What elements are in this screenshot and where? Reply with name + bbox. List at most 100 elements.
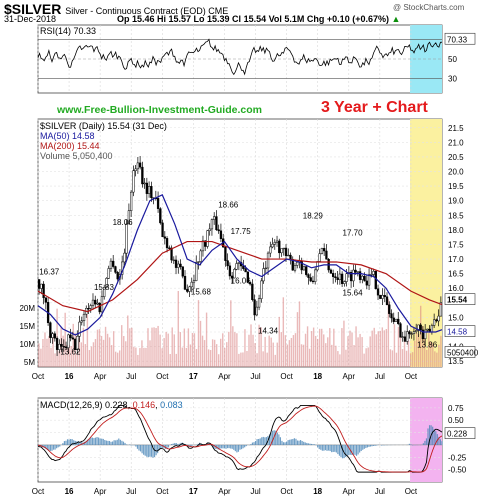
- volume-bar: [252, 334, 254, 367]
- candle-up: [352, 269, 355, 282]
- candle-up: [199, 250, 202, 262]
- volume-bar: [246, 350, 248, 367]
- candle-down: [399, 323, 402, 338]
- candle-down: [305, 266, 308, 275]
- candle-up: [103, 286, 106, 297]
- candle-down: [349, 272, 353, 282]
- macd-histogram-bar: [149, 444, 151, 457]
- volume-bar: [424, 336, 426, 367]
- volume-bar: [321, 328, 323, 367]
- macd-histogram-bar: [373, 444, 375, 446]
- volume-bar: [333, 328, 335, 367]
- candle-down: [94, 299, 97, 305]
- volume-bar: [112, 331, 115, 367]
- volume-bar: [377, 331, 379, 367]
- volume-bar: [288, 340, 291, 367]
- macd-histogram-bar: [121, 440, 123, 445]
- macd-histogram-bar: [73, 440, 75, 445]
- rsi-last-value-box: [444, 32, 476, 45]
- macd-histogram-bar: [329, 444, 331, 452]
- x-tick-label: Jul: [250, 372, 260, 381]
- candle-up: [280, 248, 283, 254]
- macd-histogram-bar: [191, 444, 193, 447]
- macd-histogram-bar: [435, 431, 437, 445]
- macd-histogram-bar: [171, 444, 173, 445]
- price-y-tick-label: 17.0: [448, 255, 464, 264]
- macd-histogram-bar: [77, 441, 79, 445]
- volume-bar: [357, 337, 359, 367]
- macd-histogram-bar: [432, 426, 434, 445]
- macd-histogram-bar: [228, 444, 230, 449]
- candle-up: [91, 299, 95, 306]
- volume-bar: [432, 343, 434, 367]
- x-tick-label: Jul: [375, 487, 385, 496]
- candle-down: [385, 296, 389, 306]
- candle-up: [271, 243, 274, 248]
- macd-histogram-bar: [312, 444, 314, 445]
- volume-bar: [183, 328, 186, 367]
- macd-histogram-bar: [167, 444, 170, 448]
- macd-line: [37, 404, 443, 473]
- x-tick-label: Jul: [375, 372, 385, 381]
- volume-bar: [153, 327, 155, 367]
- volume-bar: [191, 332, 194, 367]
- volume-bar: [286, 344, 289, 367]
- macd-histogram-bar: [138, 444, 140, 451]
- volume-bar: [262, 351, 264, 367]
- volume-bar: [139, 348, 141, 367]
- volume-bar: [114, 351, 117, 367]
- rsi-panel: [37, 38, 443, 79]
- volume-bar: [339, 354, 341, 367]
- macd-histogram-bar: [96, 437, 98, 445]
- candle-down: [112, 260, 115, 267]
- macd-histogram-bar: [345, 444, 347, 458]
- candle-up: [51, 333, 54, 338]
- macd-histogram-bar: [306, 442, 308, 445]
- candle-down: [325, 250, 328, 260]
- candle-up: [172, 259, 175, 262]
- x-tick-label: Jul: [126, 487, 136, 496]
- x-tick-label: 18: [313, 487, 322, 496]
- volume-bar: [411, 352, 414, 367]
- volume-bar: [179, 332, 182, 367]
- volume-bar: [232, 326, 234, 367]
- volume-bar: [405, 350, 408, 367]
- macd-histogram-bar: [79, 442, 81, 445]
- macd-histogram-bar: [340, 444, 342, 458]
- macd-histogram-bar: [278, 434, 280, 445]
- macd-histogram-bar: [275, 430, 277, 445]
- volume-bar: [76, 353, 78, 367]
- candle-down: [428, 328, 431, 333]
- candle-up: [210, 219, 214, 230]
- volume-bar: [86, 314, 89, 367]
- macd-histogram-bar: [219, 444, 221, 449]
- candle-up: [437, 315, 440, 322]
- macd-histogram-bar: [307, 443, 309, 445]
- macd-histogram-bar: [144, 444, 146, 456]
- price-y-tick-label: 18.0: [448, 226, 464, 235]
- macd-histogram-bar: [265, 437, 268, 445]
- macd-histogram-bar: [68, 439, 70, 445]
- candle-up: [338, 273, 342, 280]
- volume-bar: [343, 320, 345, 367]
- candle-up: [287, 254, 290, 257]
- macd-panel: [37, 404, 443, 473]
- price-annotation: 15.64: [343, 289, 364, 298]
- macd-histogram-bar: [264, 437, 266, 445]
- macd-histogram-bar: [93, 438, 95, 445]
- volume-bar: [215, 344, 218, 367]
- candle-up: [345, 273, 348, 282]
- macd-histogram-bar: [45, 444, 47, 449]
- macd-y-tick-label: 0.75: [448, 404, 464, 413]
- candle-up: [401, 336, 404, 338]
- macd-histogram-bar: [296, 440, 299, 445]
- candle-down: [64, 346, 68, 348]
- macd-histogram-bar: [357, 444, 359, 455]
- candle-up: [208, 228, 211, 231]
- macd-histogram-bar: [258, 438, 260, 445]
- volume-bar: [264, 336, 266, 367]
- candle-down: [244, 268, 247, 273]
- rsi-y-tick-label: 30: [448, 74, 457, 83]
- macd-histogram-bar: [158, 444, 160, 451]
